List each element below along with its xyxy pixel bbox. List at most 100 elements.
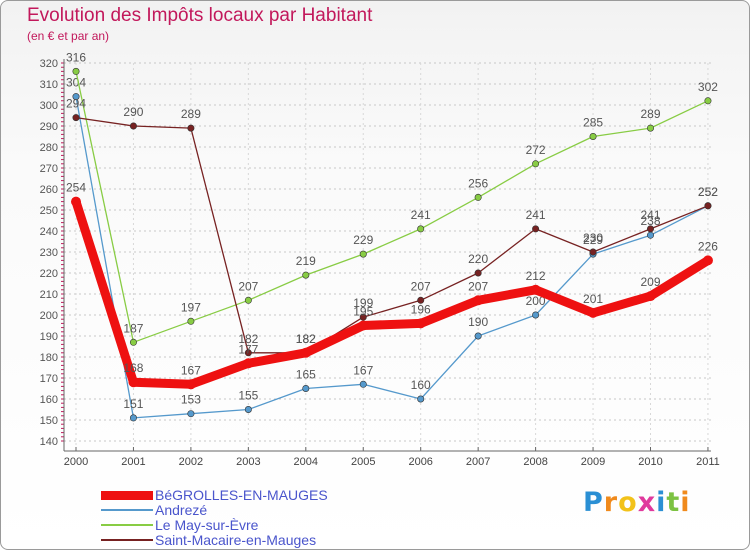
data-label: 229 — [583, 233, 603, 247]
data-label: 182 — [296, 332, 316, 346]
y-tick-label: 240 — [40, 226, 58, 238]
logo-letter: r — [603, 487, 619, 518]
data-point — [244, 405, 252, 413]
data-label: 289 — [640, 107, 660, 121]
data-label: 151 — [123, 397, 143, 411]
data-label: 207 — [238, 279, 258, 293]
data-label: 256 — [468, 176, 488, 190]
data-label: 238 — [640, 214, 660, 228]
series-line — [75, 70, 709, 343]
data-point — [244, 349, 252, 357]
x-tick-label: 2006 — [408, 456, 432, 468]
data-label: 195 — [353, 305, 373, 319]
data-point — [129, 338, 137, 346]
data-label: 220 — [468, 252, 488, 266]
data-label: 207 — [468, 279, 488, 293]
data-label: 230 — [583, 231, 603, 245]
logo-letter: P — [583, 487, 604, 518]
data-label: 289 — [181, 107, 201, 121]
y-tick-label: 230 — [40, 247, 58, 259]
logo-letter: o — [618, 487, 638, 518]
data-label: 304 — [66, 76, 86, 90]
y-tick-label: 260 — [40, 184, 58, 196]
data-point — [589, 248, 597, 256]
x-tick-label: 2005 — [351, 456, 375, 468]
data-point — [645, 291, 656, 302]
series-line — [75, 116, 709, 354]
data-label: 190 — [468, 315, 488, 329]
data-label: 212 — [526, 269, 546, 283]
data-point — [302, 271, 310, 279]
data-point — [417, 296, 425, 304]
data-point — [589, 133, 597, 141]
data-point — [72, 93, 80, 101]
data-point — [646, 225, 654, 233]
data-label: 165 — [296, 368, 316, 382]
data-label: 167 — [353, 363, 373, 377]
data-label: 229 — [353, 233, 373, 247]
y-tick-label: 170 — [40, 373, 58, 385]
chart-title: Evolution des Impôts locaux par Habitant — [27, 5, 373, 26]
data-point — [474, 269, 482, 277]
y-tick-label: 250 — [40, 205, 58, 217]
data-point — [129, 122, 137, 130]
data-label: 207 — [411, 279, 431, 293]
data-label: 252 — [698, 185, 718, 199]
data-label: 167 — [181, 363, 201, 377]
legend-swatch — [101, 524, 153, 526]
data-point — [187, 317, 195, 325]
data-point — [359, 380, 367, 388]
data-point — [358, 320, 369, 331]
data-point — [185, 379, 196, 390]
legend-item: BéGROLLES-EN-MAUGES — [101, 487, 328, 503]
data-point — [702, 255, 713, 266]
data-label: 153 — [181, 393, 201, 407]
data-label: 200 — [526, 294, 546, 308]
y-tick-label: 190 — [40, 331, 58, 343]
data-point — [128, 377, 139, 388]
y-tick-label: 300 — [40, 100, 58, 112]
y-tick-label: 290 — [40, 121, 58, 133]
x-tick-label: 2007 — [466, 456, 490, 468]
data-point — [244, 296, 252, 304]
data-label: 182 — [238, 332, 258, 346]
data-label: 201 — [583, 292, 603, 306]
y-tick-label: 320 — [40, 58, 58, 70]
logo-letter: t — [666, 487, 681, 518]
x-tick-label: 2008 — [523, 456, 547, 468]
series-line — [75, 95, 709, 419]
legend-swatch — [101, 539, 153, 541]
data-point — [704, 97, 712, 105]
data-point — [415, 318, 426, 329]
y-tick-label: 180 — [40, 352, 58, 364]
x-tick-label: 2003 — [236, 456, 260, 468]
data-point — [704, 202, 712, 210]
data-label: 241 — [411, 208, 431, 222]
data-label: 199 — [353, 296, 373, 310]
x-tick-label: 2000 — [64, 456, 88, 468]
data-point — [417, 225, 425, 233]
data-point — [359, 250, 367, 258]
legend-item: Saint-Macaire-en-Mauges — [101, 532, 316, 548]
y-tick-label: 150 — [40, 415, 58, 427]
data-label: 272 — [526, 143, 546, 157]
data-label: 252 — [698, 185, 718, 199]
legend-label: Saint-Macaire-en-Mauges — [155, 532, 317, 548]
data-label: 294 — [66, 97, 86, 111]
data-label: 316 — [66, 50, 86, 64]
data-label: 155 — [238, 389, 258, 403]
data-label: 168 — [123, 361, 143, 375]
data-point — [359, 313, 367, 321]
data-point — [129, 414, 137, 422]
data-label: 302 — [698, 80, 718, 94]
data-point — [474, 332, 482, 340]
logo-letter: i — [680, 487, 691, 518]
y-tick-label: 210 — [40, 289, 58, 301]
data-point — [646, 231, 654, 239]
data-point — [302, 384, 310, 392]
data-point — [588, 307, 599, 318]
series-line — [71, 197, 713, 389]
legend-label: Andrezé — [155, 502, 208, 518]
y-tick-label: 220 — [40, 268, 58, 280]
